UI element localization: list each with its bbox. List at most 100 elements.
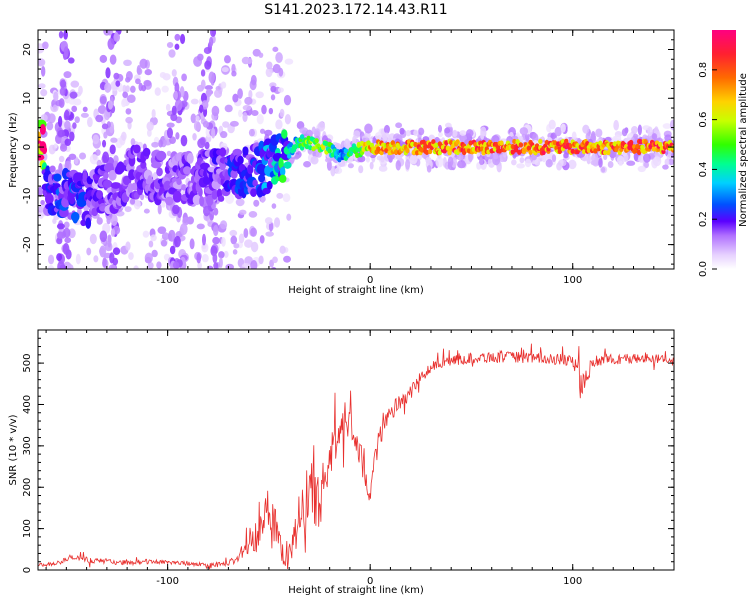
spectrogram-ridge-cell bbox=[499, 140, 504, 146]
spectrogram-streak bbox=[109, 54, 117, 65]
spectrogram-speckle bbox=[80, 307, 88, 315]
spectrogram-ridge-cell bbox=[593, 148, 598, 154]
spectrogram-speckle bbox=[47, 113, 56, 124]
spectrogram-speckle bbox=[75, 253, 81, 265]
spectrogram-streak bbox=[171, 105, 177, 116]
spectrogram-speckle bbox=[192, 132, 197, 141]
spectrogram-speckle bbox=[626, 160, 636, 166]
spectrogram-speckle bbox=[95, 290, 100, 297]
spectrogram-streak bbox=[103, 131, 108, 139]
spectrogram-y-tick-label: -10 bbox=[22, 188, 33, 204]
spectrogram-speckle bbox=[551, 154, 557, 163]
spectrogram-speckle bbox=[136, 67, 143, 75]
spectrogram-speckle bbox=[251, 283, 256, 290]
spectrogram-speckle bbox=[154, 87, 161, 96]
spectrogram-ridge-cell bbox=[355, 152, 360, 158]
spectrogram-streak bbox=[170, 113, 178, 122]
spectrogram-speckle bbox=[238, 109, 243, 118]
spectrogram-speckle bbox=[438, 131, 443, 138]
spectrogram-streak bbox=[105, 67, 111, 79]
spectrogram-ridge-cell bbox=[69, 195, 76, 205]
spectrogram-ridge-cell bbox=[427, 148, 433, 155]
spectrogram-speckle bbox=[270, 267, 277, 269]
spectrogram-speckle bbox=[445, 122, 452, 129]
spectrogram-ridge-cell bbox=[410, 141, 415, 147]
spectrogram-streak bbox=[106, 216, 111, 225]
spectrogram-speckle bbox=[166, 150, 172, 157]
spectrogram-ridge-cell bbox=[557, 148, 562, 155]
spectrogram-speckle bbox=[457, 160, 467, 169]
spectrogram-ridge-cell bbox=[602, 149, 608, 156]
spectrogram-speckle bbox=[616, 155, 625, 165]
spectrogram-speckle bbox=[40, 88, 48, 97]
spectrogram-speckle bbox=[276, 192, 284, 199]
spectrogram-streak bbox=[168, 136, 177, 144]
spectrogram-speckle bbox=[63, 299, 68, 307]
spectrogram-ridge-cell bbox=[82, 170, 88, 183]
spectrogram-ridge-cell bbox=[510, 149, 515, 155]
spectrogram-speckle bbox=[255, 91, 264, 99]
spectrogram-ridge-cell bbox=[211, 189, 218, 200]
snr-x-tick-label: -100 bbox=[156, 576, 179, 587]
spectrogram-streak bbox=[173, 90, 178, 100]
spectrogram-speckle bbox=[148, 240, 154, 248]
spectrogram-speckle bbox=[265, 268, 269, 269]
spectrogram-speckle bbox=[83, 298, 90, 308]
spectrogram-speckle bbox=[216, 281, 220, 292]
spectrogram-speckle bbox=[159, 71, 167, 79]
spectrogram-ridge-cell bbox=[38, 131, 41, 142]
spectrogram-ridge-cell bbox=[437, 150, 443, 156]
spectrogram-ridge-cell bbox=[636, 149, 642, 155]
spectrogram-speckle bbox=[142, 284, 147, 295]
spectrogram-speckle bbox=[590, 153, 599, 164]
spectrogram-streak bbox=[99, 96, 107, 104]
spectrogram-speckle bbox=[353, 130, 361, 139]
spectrogram-ridge-cell bbox=[648, 144, 653, 150]
spectrogram-speckle bbox=[437, 124, 443, 133]
spectrogram-speckle bbox=[598, 157, 603, 168]
spectrogram-ridge-cell bbox=[384, 147, 389, 154]
spectrogram-ridge-cell bbox=[181, 184, 187, 191]
spectrogram-speckle bbox=[171, 69, 177, 77]
spectrogram-speckle bbox=[637, 124, 642, 136]
spectrogram-ridge-cell bbox=[337, 157, 342, 163]
spectrogram-speckle bbox=[190, 113, 197, 124]
spectrogram-speckle bbox=[258, 255, 264, 265]
spectrogram-ridge-cell bbox=[172, 190, 182, 203]
spectrogram-speckle bbox=[250, 74, 257, 86]
spectrogram-streak bbox=[67, 57, 75, 64]
spectrogram-streak bbox=[109, 144, 116, 155]
spectrogram-speckle bbox=[246, 58, 253, 65]
spectrogram-speckle bbox=[66, 287, 71, 295]
spectrogram-ridge-cell bbox=[132, 144, 141, 154]
spectrogram-speckle bbox=[545, 159, 553, 168]
spectrogram-streak bbox=[64, 237, 72, 244]
spectrogram-speckle bbox=[568, 159, 577, 170]
spectrogram-speckle bbox=[54, 299, 62, 308]
spectrogram-ridge-cell bbox=[262, 187, 271, 195]
spectrogram-speckle bbox=[238, 276, 244, 286]
spectrogram-ridge-cell bbox=[183, 166, 192, 175]
spectrogram-speckle bbox=[347, 163, 354, 169]
spectrogram-y-label: Frequency (Hz) bbox=[8, 112, 19, 188]
colorbar-tick-label: 0.8 bbox=[698, 62, 709, 78]
spectrogram-ridge-cell bbox=[206, 194, 214, 207]
spectrogram-speckle bbox=[66, 279, 74, 287]
spectrogram-speckle bbox=[669, 119, 674, 131]
spectrogram-speckle bbox=[235, 198, 245, 207]
spectrogram-speckle bbox=[459, 130, 467, 136]
spectrogram-speckle bbox=[135, 78, 141, 85]
spectrogram-speckle bbox=[282, 193, 291, 203]
spectrogram-speckle bbox=[192, 284, 197, 291]
spectrogram-streak bbox=[62, 242, 70, 255]
spectrogram-ridge-cell bbox=[186, 152, 194, 164]
spectrogram-speckle bbox=[262, 271, 270, 276]
spectrogram-streak bbox=[101, 123, 109, 130]
spectrogram-speckle bbox=[158, 290, 163, 297]
spectrogram-speckle bbox=[614, 134, 622, 142]
spectrogram-speckle bbox=[51, 277, 56, 283]
spectrogram-speckle bbox=[201, 242, 209, 253]
snr-series-line bbox=[38, 343, 674, 570]
spectrogram-speckle bbox=[125, 85, 130, 93]
spectrogram-speckle bbox=[104, 292, 110, 302]
